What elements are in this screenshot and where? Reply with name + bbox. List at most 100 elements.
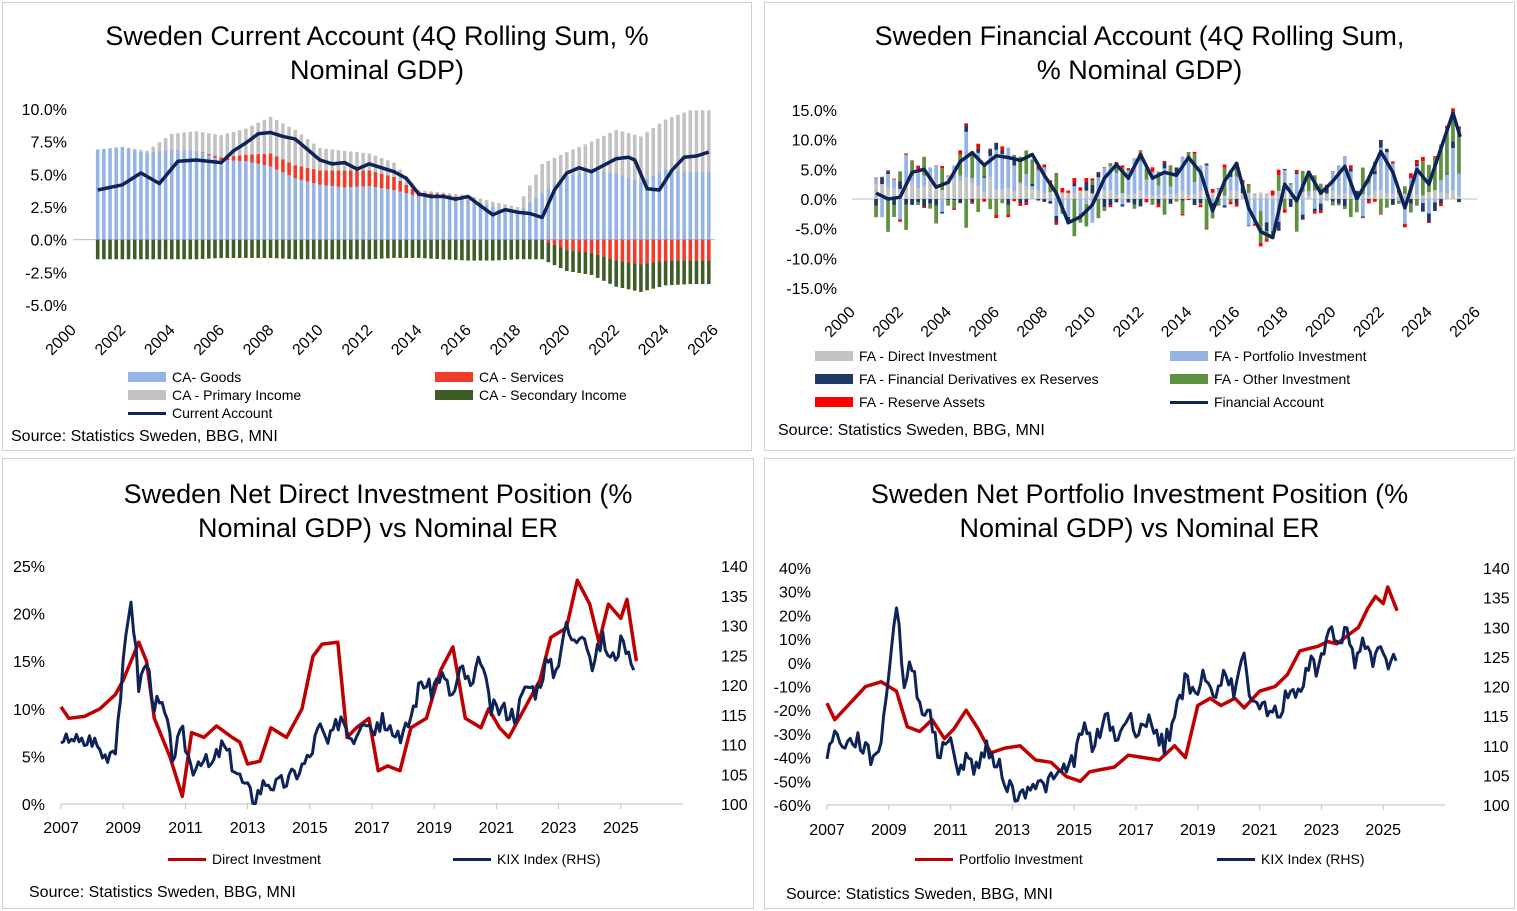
fa-direct-investment-bar	[1372, 191, 1377, 199]
ca-primary-income-bar	[589, 141, 594, 171]
ca-secondary-income-bar	[157, 239, 162, 260]
ca-services-bar	[404, 184, 409, 194]
ca-secondary-income-bar	[194, 239, 199, 260]
fa-reserve-assets-bar	[1054, 221, 1059, 225]
fa-x-tick-label: 2012	[1110, 304, 1147, 341]
pi-legend-pi: Portfolio Investment	[915, 851, 1083, 867]
ca-title-line-2: Nominal GDP)	[289, 55, 465, 85]
ca-primary-income-bar	[608, 132, 612, 173]
fa-reserve-assets-bar	[976, 143, 981, 149]
pi-x-tick-label: 2015	[1056, 822, 1092, 839]
ca-secondary-income-bar	[460, 239, 464, 261]
ca-primary-income-bar	[262, 119, 267, 154]
ca-secondary-income-bar	[250, 239, 254, 258]
fa-portfolio-investment-bar	[1415, 166, 1419, 195]
fa-direct-investment-bar	[940, 190, 945, 199]
fa-reserve-assets-bar	[1433, 156, 1437, 158]
fa-portfolio-investment-bar	[1180, 156, 1185, 191]
fa-portfolio-investment-bar	[1114, 172, 1119, 195]
fa-portfolio-investment-bar	[1372, 174, 1377, 192]
ca-services-bar	[589, 239, 594, 253]
ca-primary-income-bar	[645, 132, 649, 179]
fa-derivatives-bar	[1288, 199, 1293, 207]
fa-portfolio-investment-bar	[1030, 186, 1035, 190]
ca-secondary-income-bar	[281, 239, 285, 259]
ca-goods-bar	[274, 169, 279, 240]
ca-primary-income-bar	[287, 126, 291, 163]
ca-primary-income-bar	[157, 142, 162, 152]
ca-goods-bar	[700, 171, 705, 240]
ca-secondary-income-bar	[509, 239, 514, 260]
ca-legend-services-swatch	[435, 372, 473, 382]
ca-secondary-income-bar	[274, 239, 279, 259]
ca-services-bar	[342, 170, 347, 188]
fa-legend-derivatives-label: FA - Financial Derivatives ex Reserves	[859, 371, 1099, 387]
fa-direct-investment-bar	[1234, 190, 1239, 199]
ca-secondary-income-bar	[589, 252, 594, 275]
ca-goods-bar	[552, 184, 557, 240]
ca-primary-income-bar	[441, 192, 446, 194]
fa-reserve-assets-bar	[1246, 183, 1251, 185]
ca-secondary-income-bar	[163, 239, 168, 260]
ca-x-tick-label: 2018	[487, 322, 524, 359]
ca-primary-income-bar	[348, 151, 353, 171]
fa-direct-investment-bar	[1024, 186, 1029, 199]
fa-direct-investment-bar	[1366, 195, 1371, 199]
fa-derivatives-bar	[1421, 203, 1425, 212]
ca-services-bar	[287, 162, 291, 176]
fa-reserve-assets-bar	[1276, 169, 1281, 176]
fa-derivatives-bar	[1415, 163, 1419, 167]
ca-primary-income-bar	[355, 152, 359, 171]
fa-portfolio-investment-bar	[1294, 174, 1299, 195]
fa-portfolio-investment-bar	[1270, 199, 1275, 232]
fa-x-tick-label: 2000	[822, 304, 859, 341]
ca-goods-bar	[281, 172, 285, 240]
fa-other-investment-bar	[1415, 199, 1419, 206]
fa-portfolio-investment-bar	[1306, 191, 1311, 196]
ca-primary-income-bar	[484, 200, 489, 206]
fa-derivatives-bar	[910, 199, 914, 205]
fa-reserve-assets-bar	[1378, 213, 1383, 215]
fa-other-investment-bar	[1096, 199, 1101, 219]
fa-other-investment-bar	[1000, 199, 1005, 204]
ca-secondary-income-bar	[694, 260, 699, 285]
fa-portfolio-investment-bar	[1366, 183, 1371, 196]
fa-direct-investment-bar	[1318, 195, 1323, 199]
ca-secondary-income-bar	[330, 239, 335, 260]
di-y-tick-label: 10%	[13, 702, 45, 719]
fa-other-investment-bar	[1150, 199, 1155, 205]
pi-x-tick-label: 2019	[1180, 822, 1216, 839]
di-legend-di: Direct Investment	[168, 851, 321, 867]
fa-reserve-assets-bar	[1018, 202, 1023, 206]
fa-other-investment-bar	[1168, 166, 1173, 187]
fa-reserve-assets-bar	[970, 202, 975, 204]
pi-y-tick-label: -50%	[774, 774, 811, 791]
ca-secondary-income-bar	[571, 250, 575, 273]
ca-goods-bar	[688, 171, 693, 240]
pi-y-tick-label: 10%	[779, 632, 811, 649]
pi-legend-pi-label: Portfolio Investment	[959, 851, 1083, 867]
fa-derivatives-bar	[1012, 159, 1017, 166]
fa-direct-investment-bar	[1072, 193, 1077, 199]
ca-goods-bar	[398, 191, 402, 240]
pi-y-tick-label: -40%	[774, 751, 811, 768]
di-y2-tick-label: 105	[721, 767, 748, 784]
fa-direct-investment-bar	[1457, 195, 1461, 199]
ca-secondary-income-bar	[169, 239, 174, 260]
di-x-tick-label: 2021	[479, 820, 515, 837]
ca-primary-income-bar	[577, 146, 581, 174]
fa-y-tick-label: 10.0%	[792, 133, 837, 150]
ca-goods-bar	[528, 202, 532, 240]
fa-reserve-assets-bar	[1258, 242, 1263, 247]
ca-secondary-income-bar	[546, 242, 551, 263]
ca-legend-line: Current Account	[128, 405, 272, 421]
ca-goods-bar	[250, 162, 254, 240]
pi-legend-kix-label: KIX Index (RHS)	[1261, 851, 1365, 867]
fa-legend-other-label: FA - Other Investment	[1214, 371, 1351, 387]
fa-derivatives-bar	[1030, 183, 1035, 187]
ca-primary-income-bar	[688, 110, 693, 172]
ca-goods-bar	[546, 188, 551, 240]
ca-secondary-income-bar	[324, 239, 328, 260]
fa-direct-investment-bar	[934, 180, 938, 199]
fa-derivatives-bar	[1168, 199, 1173, 204]
